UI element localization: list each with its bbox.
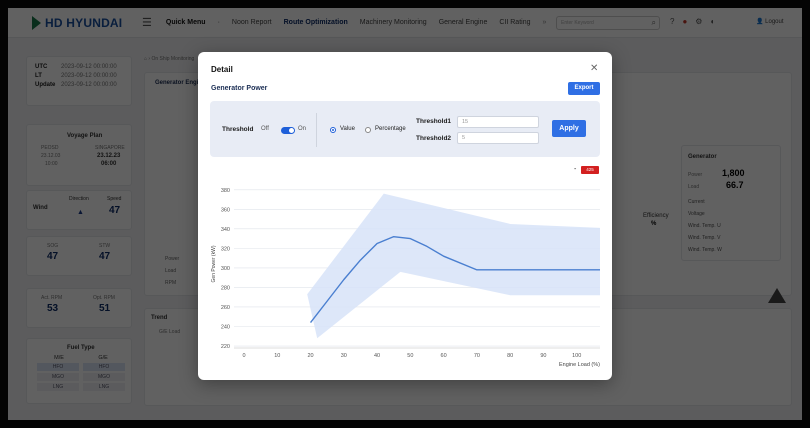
y-tick-label: 320 <box>221 246 230 252</box>
threshold2-label: Threshold2 <box>416 135 452 142</box>
x-tick-label: 70 <box>474 353 480 359</box>
export-button[interactable]: Export <box>568 82 600 95</box>
threshold2-input[interactable]: 5 <box>457 132 539 144</box>
x-axis-label: Engine Load (%) <box>559 362 600 368</box>
y-tick-label: 220 <box>221 344 230 350</box>
percentage-radio[interactable] <box>365 127 371 133</box>
x-tick-label: 20 <box>307 353 313 359</box>
generator-power-chart: 220 240 260 280 300 320 340 360 380 0 10 20 30 40 50 60… <box>211 188 600 368</box>
toggle-off-label: Off <box>261 126 269 132</box>
y-tick-label: 340 <box>221 227 230 233</box>
x-tick-label: 80 <box>507 353 513 359</box>
toggle-knob <box>289 128 294 133</box>
y-tick-label: 280 <box>221 285 230 291</box>
detail-modal: Detail ✕ Generator Power Export Threshol… <box>198 52 612 380</box>
y-axis-label: Gen Power (kW) <box>211 245 217 282</box>
percentage-radio-label: Percentage <box>375 126 406 132</box>
badge-prefix: - <box>574 166 577 173</box>
x-tick-label: 40 <box>374 353 380 359</box>
y-tick-label: 260 <box>221 305 230 311</box>
close-icon[interactable]: ✕ <box>590 63 599 74</box>
apply-button[interactable]: Apply <box>552 120 586 137</box>
x-tick-label: 0 <box>242 353 245 359</box>
toggle-on-label: On <box>298 126 307 132</box>
modal-title: Detail <box>211 65 233 74</box>
threshold-settings: Threshold Off On Value Percentage Thresh… <box>210 101 600 157</box>
confidence-band <box>307 193 600 339</box>
threshold1-label: Threshold1 <box>416 118 452 125</box>
y-tick-label: 240 <box>221 325 230 331</box>
modal-subtitle: Generator Power <box>211 85 268 92</box>
x-tick-label: 60 <box>441 353 447 359</box>
x-tick-label: 30 <box>341 353 347 359</box>
threshold-label: Threshold <box>222 126 254 133</box>
threshold1-input[interactable]: 15 <box>457 116 539 128</box>
divider <box>316 113 317 147</box>
x-tick-label: 50 <box>407 353 413 359</box>
power-series-line <box>309 235 600 324</box>
x-tick-label: 10 <box>274 353 280 359</box>
y-tick-label: 300 <box>221 266 230 272</box>
y-tick-label: 360 <box>221 207 230 213</box>
x-tick-label: 90 <box>540 353 546 359</box>
x-tick-label: 100 <box>572 353 581 359</box>
threshold-toggle[interactable] <box>281 127 295 134</box>
y-tick-label: 380 <box>221 188 230 194</box>
value-radio[interactable] <box>330 127 336 133</box>
value-radio-label: Value <box>340 126 355 132</box>
value-badge: 425 <box>581 166 599 174</box>
